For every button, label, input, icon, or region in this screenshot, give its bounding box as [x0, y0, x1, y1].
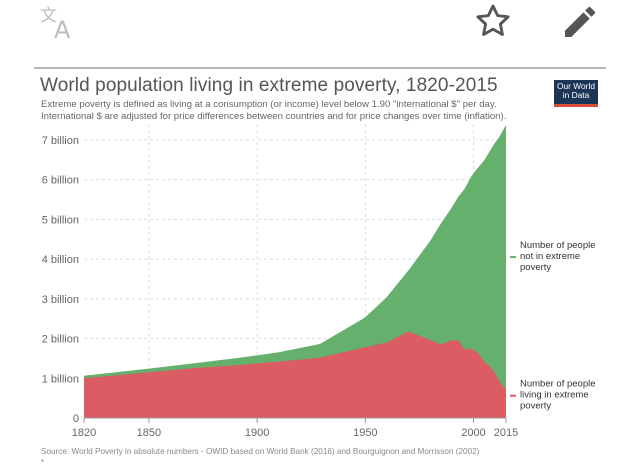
- owid-logo[interactable]: Our World in Data: [554, 80, 598, 107]
- pencil-icon[interactable]: [560, 2, 600, 42]
- x-tick-label: 1950: [353, 427, 377, 439]
- subtitle-line: International $ are adjusted for price d…: [41, 110, 507, 122]
- series-area-poor[interactable]: [84, 331, 506, 418]
- y-tick-label: 2 billion: [42, 334, 79, 346]
- star-icon[interactable]: [474, 2, 512, 40]
- y-tick-label: 3 billion: [42, 294, 79, 306]
- subtitle-line: Extreme poverty is defined as living at …: [41, 99, 497, 110]
- y-tick-label: 5 billion: [42, 214, 79, 226]
- toolbar: 文 A: [0, 0, 640, 60]
- legend-label: Number of people living in extreme poverty: [520, 379, 596, 412]
- series-edge-not-poor: [83, 125, 507, 377]
- y-tick-label: 0: [73, 413, 79, 425]
- x-tick-label: 2000: [461, 427, 485, 439]
- footnote-marker: *: [41, 458, 45, 467]
- legend-label: Number of people not in extreme poverty: [520, 240, 596, 273]
- translate-icon[interactable]: 文 A: [38, 4, 82, 40]
- svg-text:A: A: [54, 16, 71, 40]
- y-tick-label: 6 billion: [42, 175, 79, 187]
- y-tick-label: 4 billion: [42, 254, 79, 266]
- y-tick-label: 1 billion: [42, 373, 79, 385]
- series-area-not-poor[interactable]: [84, 126, 506, 390]
- logo-line: Our World: [556, 81, 595, 91]
- x-tick-label: 1850: [137, 427, 161, 439]
- source-note: Source: World Poverty in absolute number…: [41, 447, 480, 456]
- svg-text:文: 文: [40, 6, 57, 26]
- divider: [34, 67, 606, 69]
- x-tick-label: 2015: [494, 427, 518, 439]
- x-tick-label: 1900: [245, 427, 269, 439]
- x-tick-label: 1820: [72, 427, 96, 439]
- logo-line: in Data: [562, 89, 590, 100]
- y-tick-label: 7 billion: [42, 135, 79, 147]
- chart-title: World population living in extreme pover…: [40, 75, 498, 96]
- chart-subtitle: Extreme poverty is defined as living at …: [41, 99, 506, 122]
